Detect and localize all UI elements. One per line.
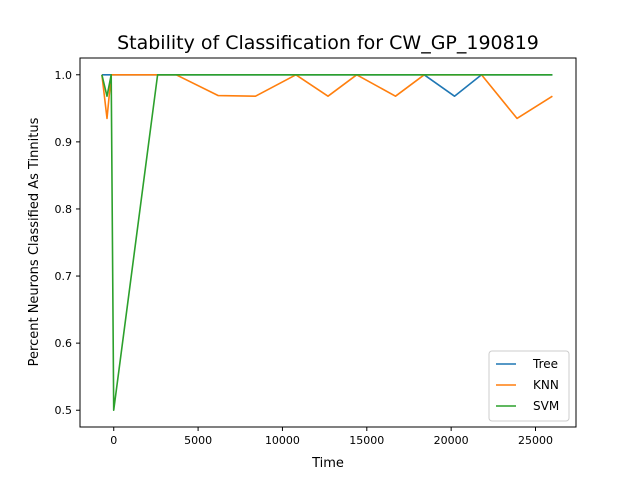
x-axis-label: Time	[311, 456, 344, 471]
x-tick-label: 20000	[434, 434, 469, 447]
y-axis-label: Percent Neurons Classified As Tinnitus	[27, 117, 42, 366]
x-tick-label: 15000	[349, 434, 384, 447]
x-tick-label: 25000	[518, 434, 553, 447]
x-tick-label: 5000	[184, 434, 212, 447]
chart-legend: Tree KNN SVM	[488, 350, 570, 422]
y-tick-label: 0.7	[55, 270, 73, 283]
y-tick-label: 1.0	[55, 69, 73, 82]
legend-label-tree: Tree	[532, 357, 558, 371]
series-line-svm	[101, 74, 553, 412]
chart-title: Stability of Classification for CW_GP_19…	[117, 32, 539, 54]
plot-frame	[79, 57, 577, 428]
x-axis-ticks: 0 5000 10000 15000 20000 25000	[110, 427, 553, 447]
y-tick-label: 0.6	[55, 337, 73, 350]
legend-box	[488, 350, 570, 422]
x-tick-label: 0	[110, 434, 117, 447]
x-tick-label: 10000	[265, 434, 300, 447]
y-tick-label: 0.8	[55, 203, 73, 216]
y-tick-label: 0.5	[55, 404, 73, 417]
y-tick-label: 0.9	[55, 136, 73, 149]
legend-label-knn: KNN	[533, 378, 559, 392]
legend-label-svm: SVM	[533, 399, 559, 413]
plot-lines	[101, 74, 553, 412]
y-axis-ticks: 0.5 0.6 0.7 0.8 0.9 1.0	[55, 69, 80, 417]
